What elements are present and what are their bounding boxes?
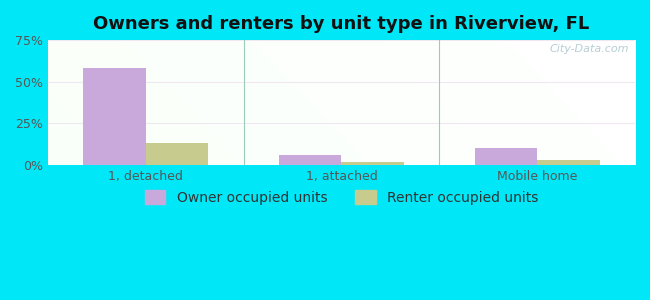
- Bar: [279, 155, 341, 165]
- Text: City-Data.com: City-Data.com: [550, 44, 629, 54]
- Bar: [537, 160, 600, 165]
- Legend: Owner occupied units, Renter occupied units: Owner occupied units, Renter occupied un…: [139, 184, 544, 210]
- Bar: [83, 68, 146, 165]
- Bar: [146, 143, 209, 165]
- Bar: [474, 148, 537, 165]
- Bar: [341, 162, 404, 165]
- Title: Owners and renters by unit type in Riverview, FL: Owners and renters by unit type in River…: [94, 15, 590, 33]
